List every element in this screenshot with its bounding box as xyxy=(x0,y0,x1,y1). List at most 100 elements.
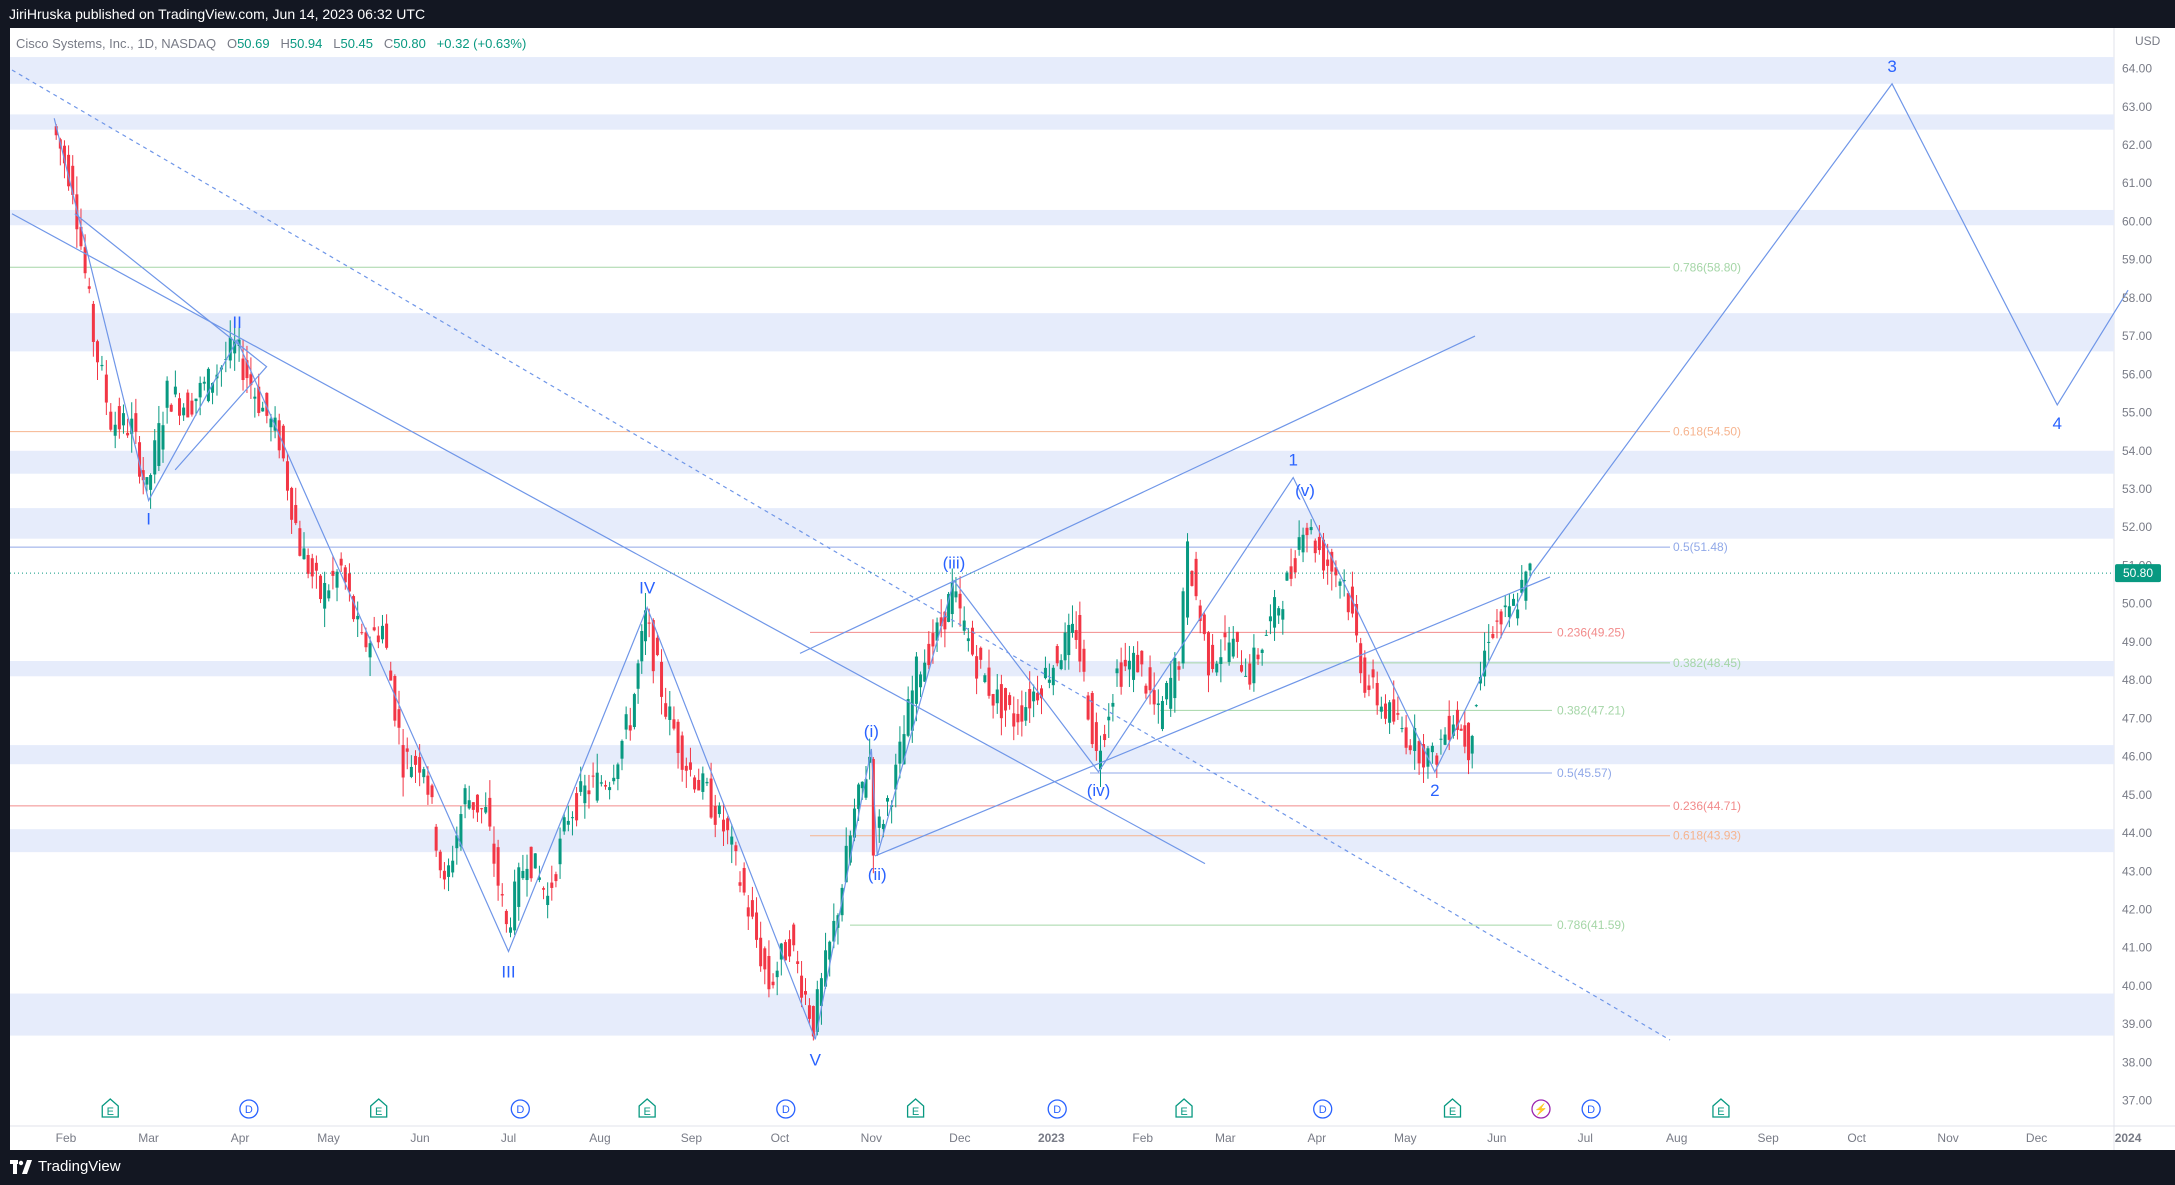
candle-body xyxy=(327,590,331,599)
earnings-event-icon[interactable] xyxy=(101,1098,119,1118)
candle-body xyxy=(206,368,210,402)
time-scale[interactable] xyxy=(10,1126,2114,1150)
y-tick-label: 37.00 xyxy=(2122,1094,2152,1108)
candle-body xyxy=(1181,591,1185,664)
candle-body xyxy=(198,382,202,398)
candle-body xyxy=(401,745,405,778)
candle-body xyxy=(923,662,927,682)
high-value: 50.94 xyxy=(289,36,323,51)
candle-body xyxy=(717,805,721,815)
plot-area[interactable] xyxy=(10,28,2114,1126)
candle-body xyxy=(1206,632,1210,676)
dividend-event-icon[interactable] xyxy=(1313,1099,1333,1119)
candle-body xyxy=(1032,691,1036,702)
x-tick-label: Jul xyxy=(501,1131,516,1145)
candle-body xyxy=(738,882,742,886)
tradingview-brand[interactable]: TradingView xyxy=(10,1158,121,1175)
dividend-event-icon[interactable] xyxy=(776,1099,796,1119)
y-tick-label: 45.00 xyxy=(2122,788,2152,802)
candle-body xyxy=(624,714,628,730)
y-tick-label: 40.00 xyxy=(2122,979,2152,993)
candle-body xyxy=(970,627,974,655)
earnings-event-icon[interactable] xyxy=(1712,1098,1730,1118)
candle-body xyxy=(1371,669,1375,678)
candle-body xyxy=(1244,675,1248,677)
candle-body xyxy=(910,690,914,731)
candle-body xyxy=(269,418,273,428)
candle-body xyxy=(566,820,570,825)
x-tick-label: Aug xyxy=(1666,1131,1687,1145)
candle-body xyxy=(1008,695,1012,706)
change-value: +0.32 (+0.63%) xyxy=(436,36,527,51)
candle-body xyxy=(655,637,659,656)
candle-body xyxy=(475,794,479,813)
candle-body xyxy=(414,755,418,765)
earnings-event-icon[interactable] xyxy=(1175,1098,1193,1118)
candle-body xyxy=(405,748,409,752)
candle-body xyxy=(1036,692,1040,701)
wave-label: I xyxy=(146,509,151,528)
dividend-event-icon[interactable] xyxy=(1581,1099,1601,1119)
earnings-event-icon[interactable] xyxy=(906,1098,925,1118)
projected-wave-path[interactable] xyxy=(814,82,2129,1040)
candle-body xyxy=(117,406,121,430)
candle-body xyxy=(734,845,738,852)
impulse-wave-path[interactable] xyxy=(53,118,816,1040)
candle-body xyxy=(1067,624,1071,656)
candle-body xyxy=(828,941,832,960)
candle-body xyxy=(832,920,836,942)
corrective-leg[interactable] xyxy=(74,213,268,471)
earnings-event-icon[interactable] xyxy=(370,1098,388,1118)
candle-body xyxy=(484,807,488,813)
candle-body xyxy=(513,881,517,931)
candle-body xyxy=(517,867,521,907)
price-scale[interactable] xyxy=(2114,28,2175,1150)
candle-body xyxy=(1301,534,1305,553)
dividend-event-icon[interactable] xyxy=(1047,1099,1067,1119)
support-resistance-zone xyxy=(10,313,2114,352)
wave-label: (iv) xyxy=(1087,781,1111,800)
earnings-event-icon[interactable] xyxy=(638,1098,656,1118)
x-tick-label: Jun xyxy=(1487,1131,1506,1145)
dividend-event-letter: D xyxy=(1587,1104,1595,1116)
diagonal-dashed-guide[interactable] xyxy=(11,69,1671,1041)
candle-body xyxy=(79,226,83,247)
x-tick-label: Nov xyxy=(1937,1131,1958,1145)
candle-body xyxy=(848,835,852,863)
candle-body xyxy=(368,643,372,658)
candle-body xyxy=(1144,685,1148,694)
wave-label: (i) xyxy=(864,722,879,741)
candle-body xyxy=(1059,660,1063,670)
candle-body xyxy=(1396,713,1400,715)
fib-layer: 0.786(58.80) 0.618(54.50) 0.5(51.48) 0.236(… xyxy=(10,260,1741,932)
candle-body xyxy=(1491,633,1495,638)
candle-body xyxy=(1326,559,1330,566)
footer-bar: TradingView xyxy=(0,1150,2175,1185)
dividend-event-icon[interactable] xyxy=(239,1099,259,1119)
candle-body xyxy=(1063,632,1067,661)
candle-body xyxy=(1285,572,1289,581)
publisher-bar: JiriHruska published on TradingView.com,… xyxy=(0,0,2175,28)
earnings-event-icon[interactable] xyxy=(1443,1098,1462,1118)
candle-body xyxy=(1392,699,1396,722)
candle-body xyxy=(1136,654,1140,673)
candle-body xyxy=(608,787,612,791)
candle-body xyxy=(1503,605,1507,608)
x-tick-label: Dec xyxy=(2026,1131,2047,1145)
candle-body xyxy=(331,570,335,576)
low-label: L xyxy=(333,36,341,51)
candle-body xyxy=(1140,650,1144,665)
candle-body xyxy=(742,867,746,893)
symbol-label[interactable]: Cisco Systems, Inc., 1D, NASDAQ xyxy=(16,36,217,51)
dividend-event-icon[interactable] xyxy=(510,1099,530,1119)
x-tick-label: Jul xyxy=(1578,1131,1593,1145)
split-event-icon[interactable] xyxy=(1531,1099,1551,1119)
candle-body xyxy=(579,781,583,792)
candle-body xyxy=(709,778,713,818)
y-tick-label: 42.00 xyxy=(2122,902,2152,916)
candle-body xyxy=(1070,623,1074,633)
upper-channel-line[interactable] xyxy=(799,335,1476,654)
candle-body xyxy=(169,404,173,412)
lower-channel-line[interactable] xyxy=(874,576,1551,857)
